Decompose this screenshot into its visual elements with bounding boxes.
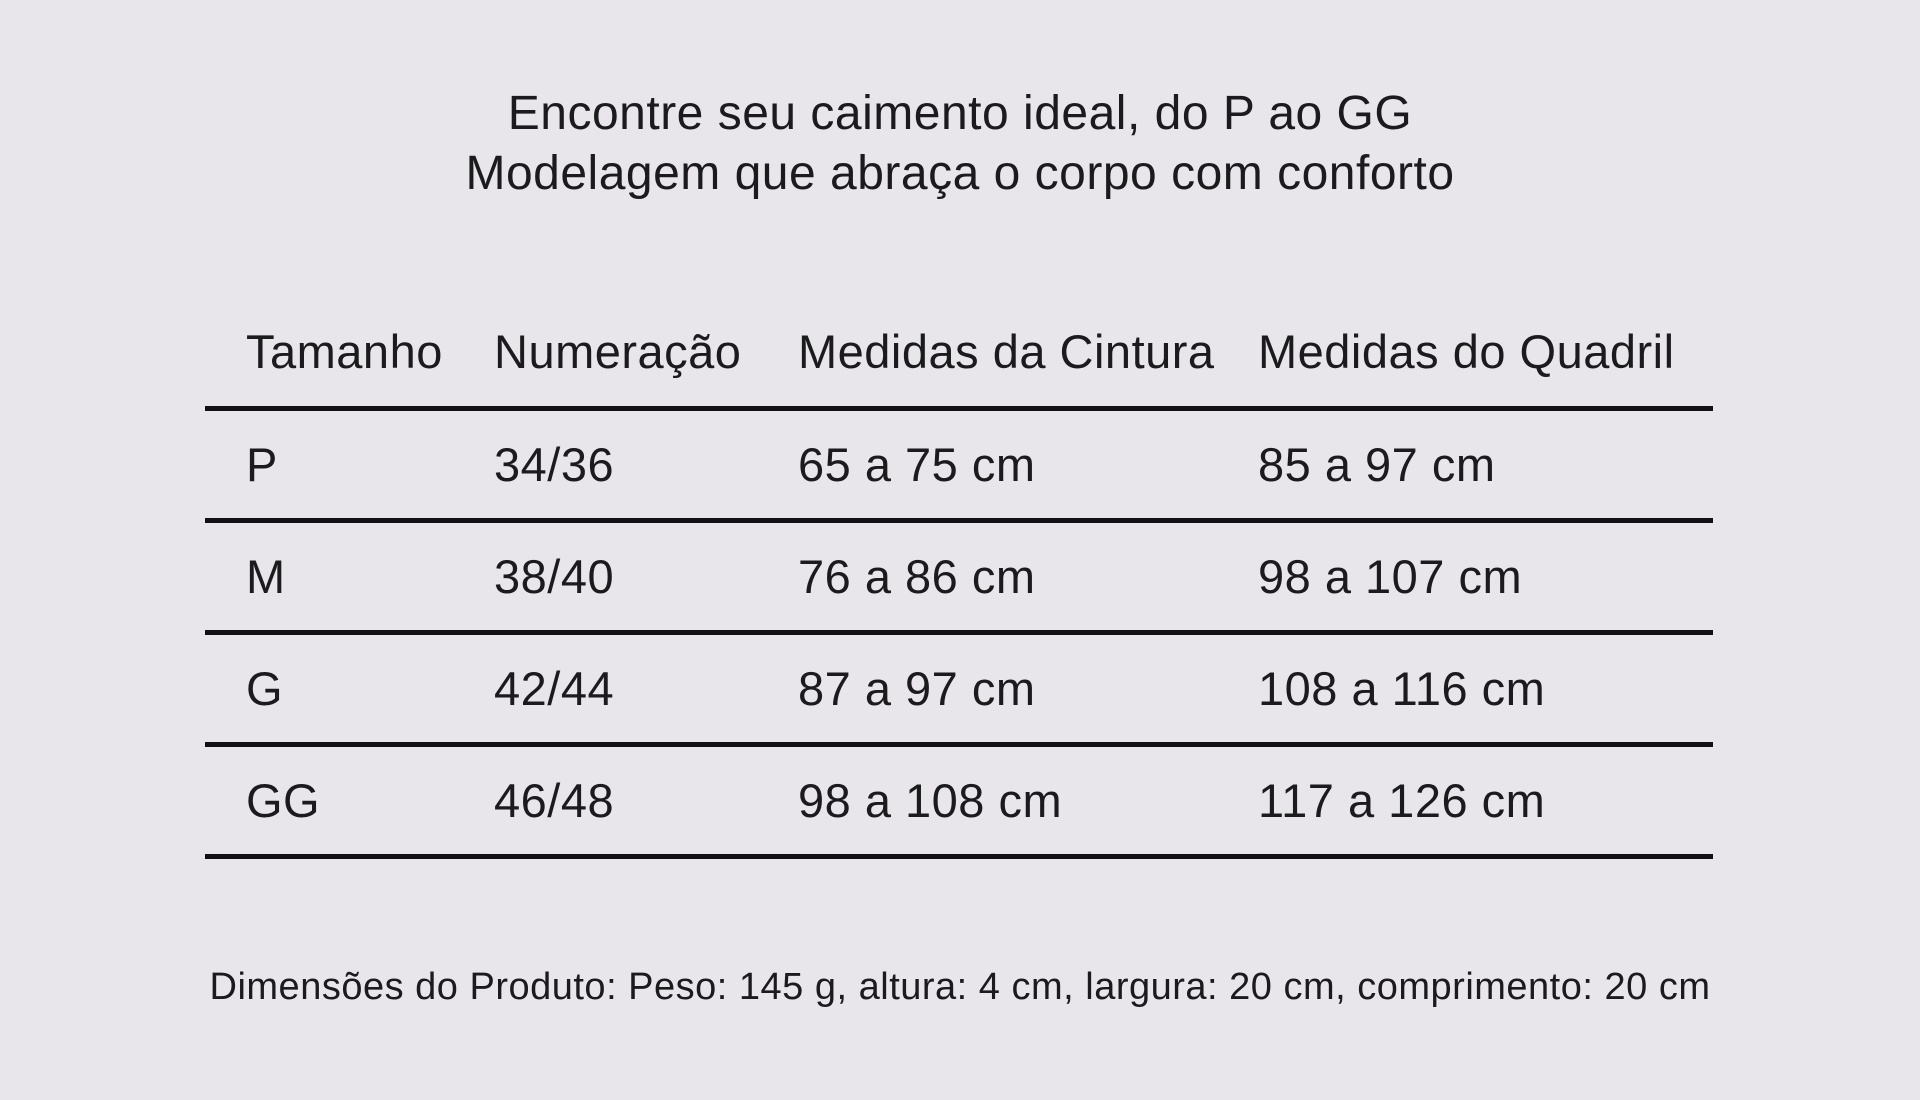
cell-cintura: 98 a 108 cm (798, 774, 1063, 827)
cell-numeracao: 34/36 (494, 438, 615, 491)
page-title: Encontre seu caimento ideal, do P ao GG … (0, 0, 1920, 204)
cell-quadril: 85 a 97 cm (1258, 438, 1496, 491)
size-table-header-row: Tamanho Numeração Medidas da Cintura Med… (205, 296, 1713, 409)
cell-tamanho: P (246, 438, 278, 491)
cell-quadril: 98 a 107 cm (1258, 550, 1523, 603)
table-row-p: P 34/36 65 a 75 cm 85 a 97 cm (205, 408, 1713, 521)
cell-quadril: 117 a 126 cm (1258, 774, 1546, 827)
cell-tamanho: G (246, 662, 284, 715)
cell-quadril: 108 a 116 cm (1258, 662, 1546, 715)
product-dimensions-text: Dimensões do Produto: Peso: 145 g, altur… (209, 966, 1711, 1008)
title-line-2: Modelagem que abraça o corpo com confort… (465, 147, 1455, 200)
cell-numeracao: 46/48 (494, 774, 615, 827)
table-row-gg: GG 46/48 98 a 108 cm 117 a 126 cm (205, 744, 1713, 857)
cell-cintura: 76 a 86 cm (798, 550, 1036, 603)
cell-numeracao: 38/40 (494, 550, 615, 603)
title-line-1: Encontre seu caimento ideal, do P ao GG (507, 87, 1413, 140)
column-header-cintura: Medidas da Cintura (798, 324, 1215, 378)
cell-cintura: 65 a 75 cm (798, 438, 1036, 491)
table-row-m: M 38/40 76 a 86 cm 98 a 107 cm (205, 520, 1713, 633)
cell-cintura: 87 a 97 cm (798, 662, 1036, 715)
product-dimensions: Dimensões do Produto: Peso: 145 g, altur… (0, 966, 1920, 1009)
cell-tamanho: M (246, 550, 286, 603)
cell-numeracao: 42/44 (494, 662, 615, 715)
table-row-g: G 42/44 87 a 97 cm 108 a 116 cm (205, 632, 1713, 745)
size-guide-page: Encontre seu caimento ideal, do P ao GG … (0, 0, 1920, 1008)
column-header-numeracao: Numeração (494, 324, 742, 378)
size-table: Tamanho Numeração Medidas da Cintura Med… (205, 296, 1713, 859)
column-header-quadril: Medidas do Quadril (1258, 324, 1675, 378)
cell-tamanho: GG (246, 774, 321, 827)
column-header-tamanho: Tamanho (246, 324, 443, 378)
